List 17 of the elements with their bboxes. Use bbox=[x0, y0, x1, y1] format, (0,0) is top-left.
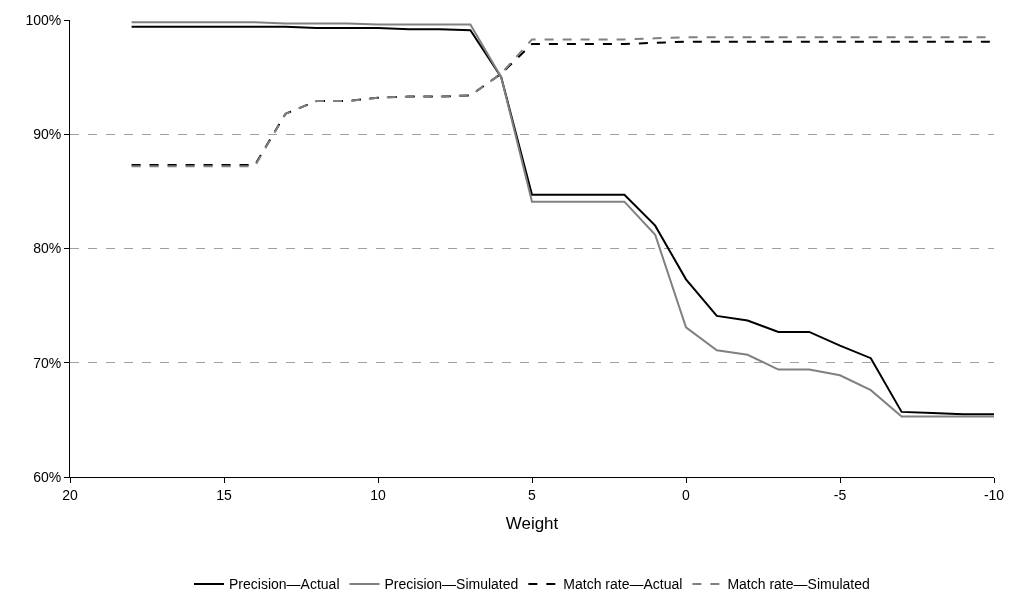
legend-label: Match rate—Actual bbox=[563, 576, 683, 593]
x-tick-label: 15 bbox=[216, 486, 232, 503]
x-tick-label: 5 bbox=[528, 486, 537, 503]
y-tick-label: 100% bbox=[25, 11, 62, 28]
y-tick-label: 70% bbox=[33, 354, 62, 371]
y-tick-label: 90% bbox=[33, 126, 62, 143]
x-tick-label: 0 bbox=[682, 486, 691, 503]
legend-label: Precision—Simulated bbox=[384, 576, 519, 593]
y-tick-label: 80% bbox=[33, 240, 62, 257]
x-tick-label: 20 bbox=[62, 486, 78, 503]
legend-label: Match rate—Simulated bbox=[727, 576, 870, 593]
legend-label: Precision—Actual bbox=[229, 576, 340, 593]
y-tick-label: 60% bbox=[33, 468, 62, 485]
x-tick-label: -5 bbox=[833, 486, 847, 503]
x-tick-label: 10 bbox=[370, 486, 386, 503]
x-tick-label: -10 bbox=[983, 486, 1005, 503]
x-axis-title: Weight bbox=[505, 514, 559, 534]
